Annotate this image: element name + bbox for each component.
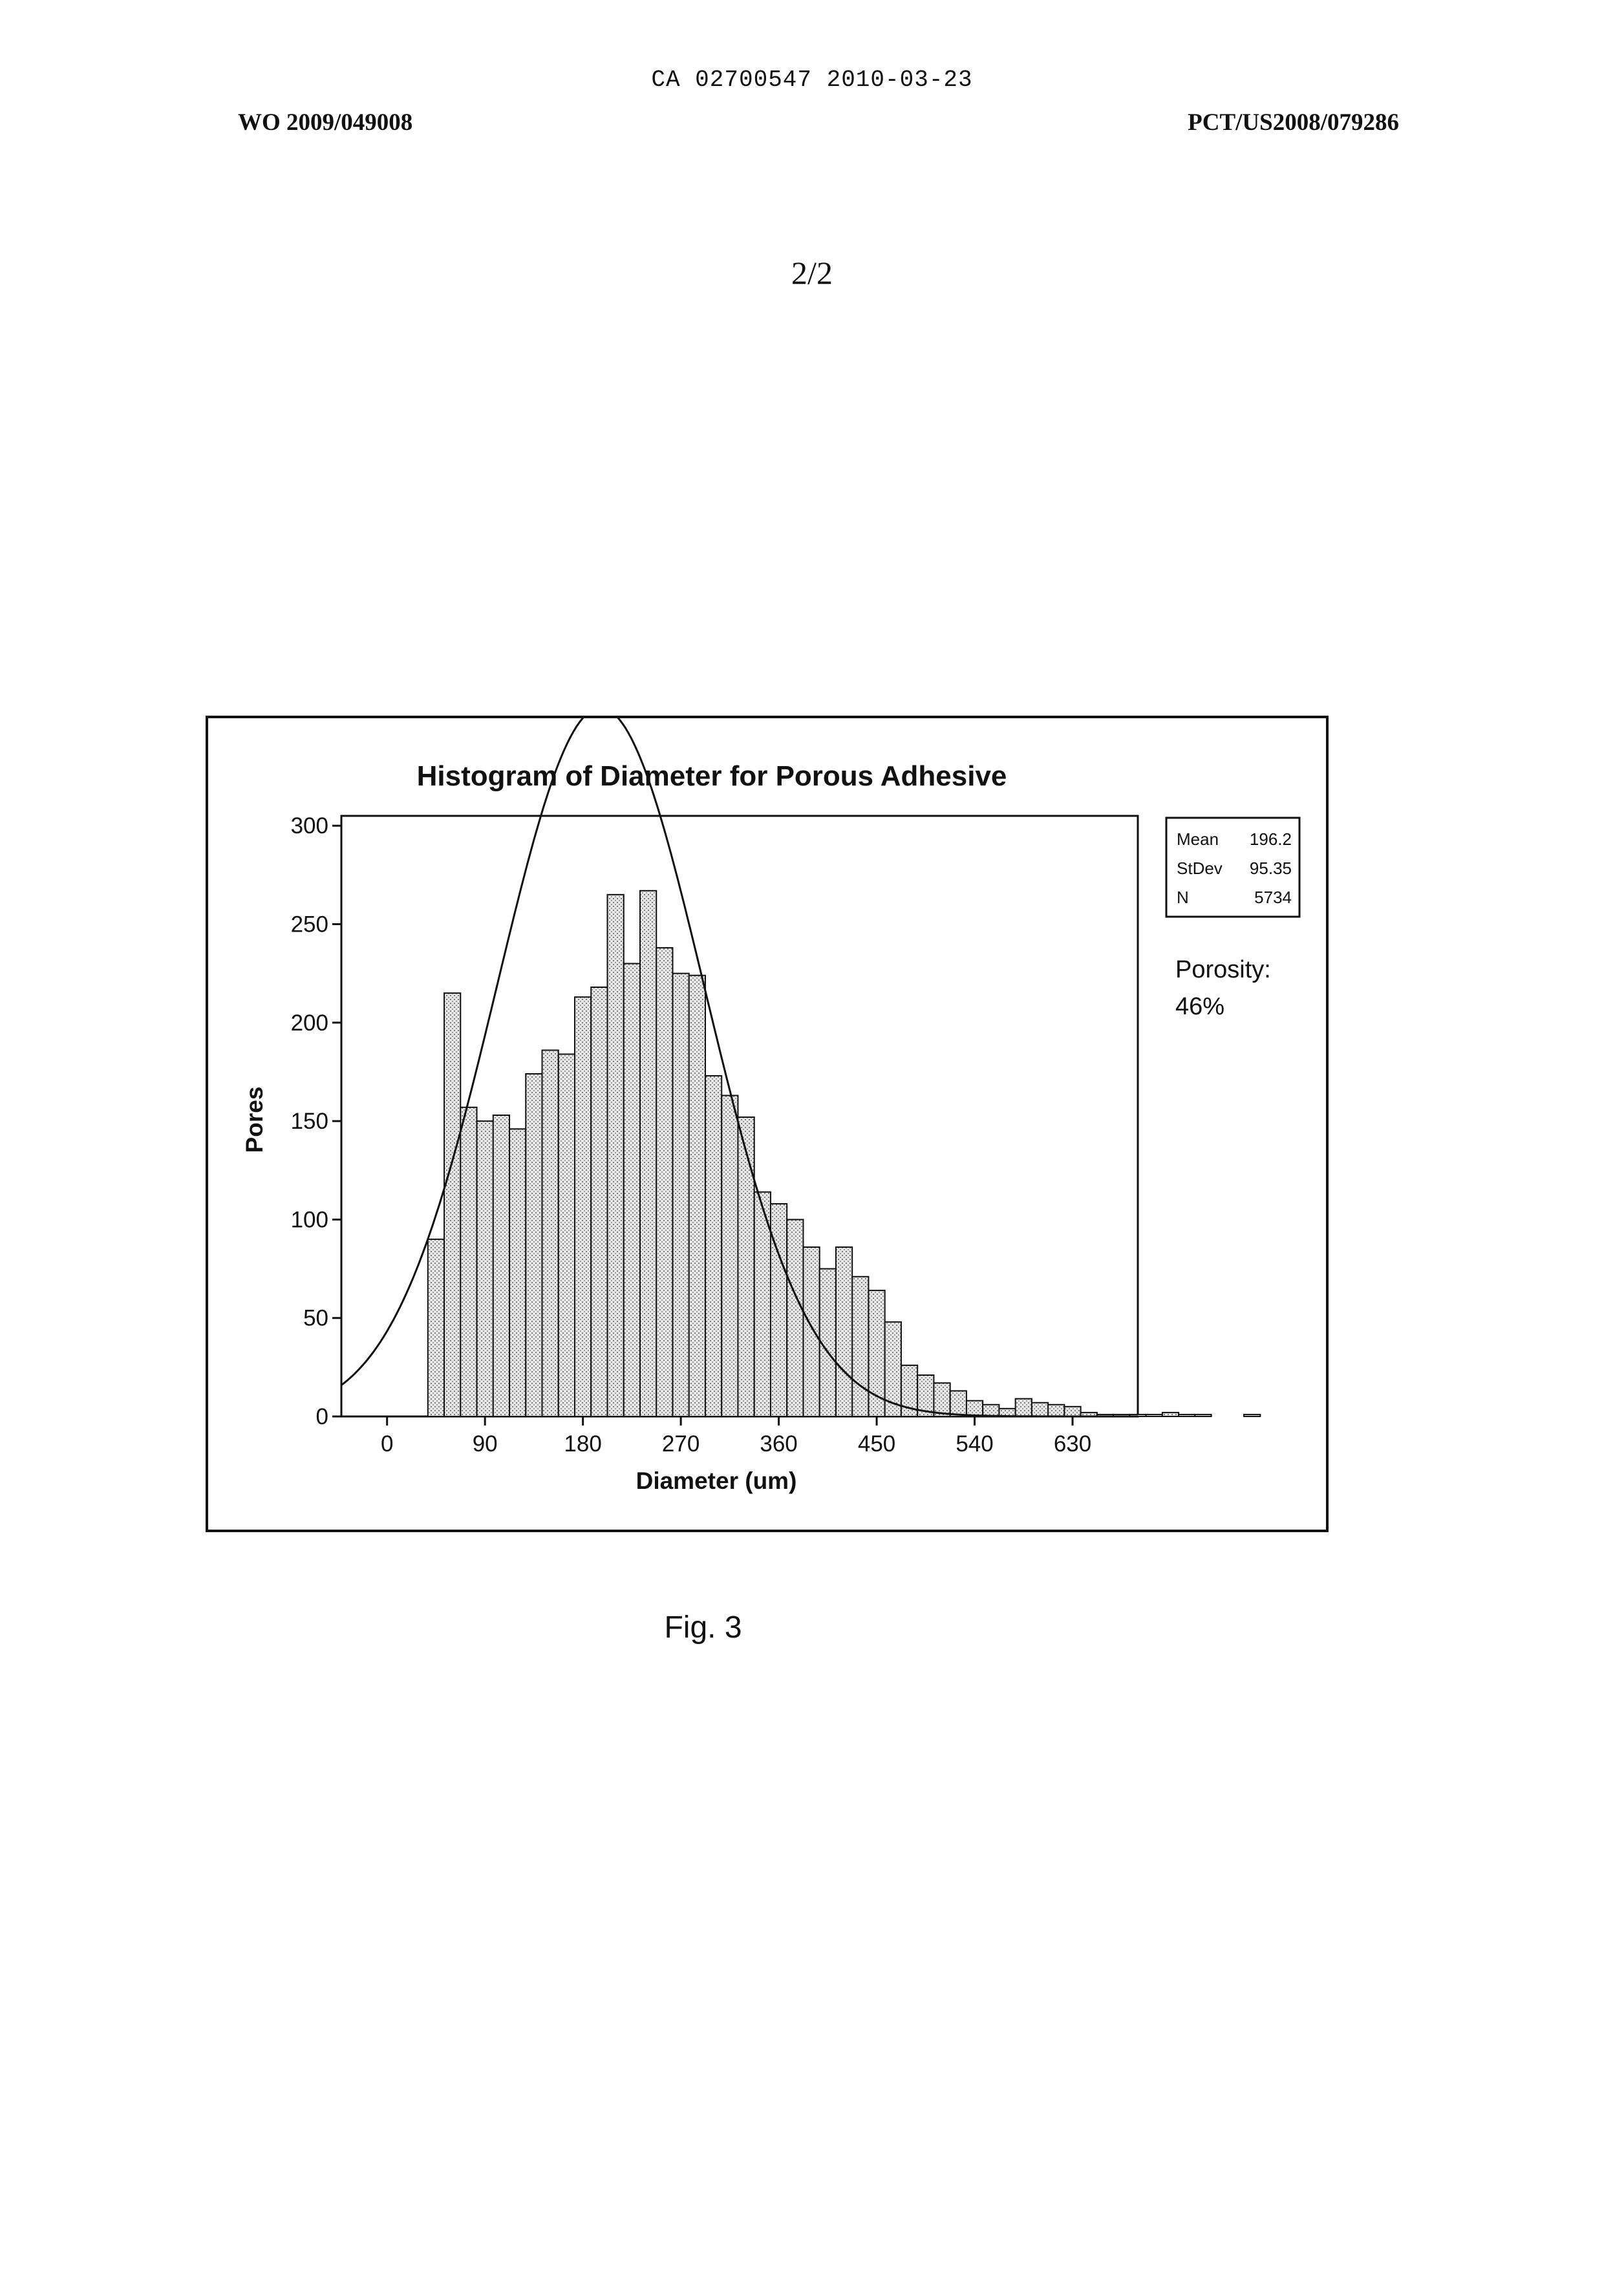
histogram-bar — [460, 1107, 476, 1416]
histogram-bar — [721, 1096, 738, 1416]
y-tick-label: 100 — [291, 1207, 328, 1232]
histogram-bar — [689, 976, 705, 1416]
histogram-bar — [493, 1115, 509, 1416]
document-id-header: CA 02700547 2010-03-23 — [0, 67, 1624, 93]
histogram-bar — [836, 1247, 852, 1416]
histogram-bar — [428, 1239, 444, 1416]
histogram-bar — [852, 1277, 868, 1416]
histogram-bar — [1146, 1415, 1162, 1416]
application-number: PCT/US2008/079286 — [1188, 109, 1399, 136]
y-tick-label: 0 — [316, 1404, 328, 1429]
histogram-bar — [983, 1405, 999, 1416]
porosity-value: 46% — [1175, 993, 1224, 1020]
histogram-bar — [1032, 1403, 1048, 1416]
y-axis: 0 50 100 150 200 250 300 — [291, 813, 341, 1429]
histogram-bar — [526, 1074, 542, 1416]
histogram-bar — [1016, 1399, 1032, 1416]
stats-stdev-label: StDev — [1177, 859, 1223, 878]
x-tick-label: 90 — [473, 1431, 498, 1457]
histogram-chart: Histogram of Diameter for Porous Adhesiv… — [206, 716, 1329, 1532]
y-tick-label: 150 — [291, 1109, 328, 1134]
histogram-bar — [1195, 1415, 1211, 1416]
publication-number: WO 2009/049008 — [238, 109, 412, 136]
histogram-bar — [542, 1050, 559, 1416]
x-axis-label: Diameter (um) — [636, 1468, 797, 1494]
histogram-bar — [868, 1290, 884, 1416]
histogram-bar — [624, 963, 640, 1416]
histogram-bar — [950, 1391, 967, 1416]
histogram-bar — [656, 948, 672, 1416]
chart-title: Histogram of Diameter for Porous Adhesiv… — [417, 760, 1007, 792]
histogram-bar — [1179, 1415, 1195, 1416]
stats-stdev-value: 95.35 — [1250, 859, 1292, 878]
histogram-bar — [705, 1076, 721, 1416]
y-tick-label: 50 — [303, 1306, 328, 1331]
histogram-bar — [1064, 1407, 1080, 1416]
histogram-bar — [1048, 1405, 1064, 1416]
x-tick-label: 630 — [1054, 1431, 1091, 1457]
histogram-bar — [672, 974, 689, 1416]
y-tick-label: 300 — [291, 813, 328, 838]
histogram-bar — [738, 1117, 754, 1416]
histogram-bar — [591, 987, 607, 1416]
stats-mean-value: 196.2 — [1250, 829, 1292, 849]
histogram-bar — [967, 1401, 983, 1416]
histogram-bar — [575, 997, 591, 1416]
stats-n-label: N — [1177, 888, 1189, 907]
y-tick-label: 250 — [291, 912, 328, 937]
y-tick-label: 200 — [291, 1010, 328, 1036]
porosity-label: Porosity: — [1175, 956, 1271, 983]
x-tick-label: 180 — [564, 1431, 601, 1457]
x-axis: 0 90 180 270 360 450 540 630 — [381, 1416, 1091, 1457]
histogram-bar — [803, 1247, 819, 1416]
histogram-bar — [1162, 1413, 1179, 1416]
stats-n-value: 5734 — [1254, 888, 1292, 907]
histogram-bar — [559, 1054, 575, 1416]
histogram-bar — [787, 1219, 803, 1416]
histogram-bar — [477, 1121, 493, 1416]
y-axis-label: Pores — [241, 1087, 268, 1153]
histogram-bar — [444, 993, 460, 1416]
histogram-bars — [428, 891, 1261, 1416]
page-number: 2/2 — [0, 254, 1624, 292]
histogram-bar — [608, 895, 624, 1416]
x-tick-label: 540 — [956, 1431, 993, 1457]
histogram-bar — [509, 1129, 526, 1416]
histogram-bar — [1244, 1415, 1260, 1416]
figure-caption: Fig. 3 — [0, 1610, 1406, 1645]
x-tick-label: 360 — [760, 1431, 797, 1457]
x-tick-label: 450 — [858, 1431, 895, 1457]
stats-box: Mean 196.2 StDev 95.35 N 5734 — [1166, 818, 1299, 917]
x-tick-label: 0 — [381, 1431, 393, 1457]
histogram-bar — [934, 1383, 950, 1416]
histogram-bar — [640, 891, 656, 1416]
stats-mean-label: Mean — [1177, 829, 1219, 849]
x-tick-label: 270 — [662, 1431, 700, 1457]
